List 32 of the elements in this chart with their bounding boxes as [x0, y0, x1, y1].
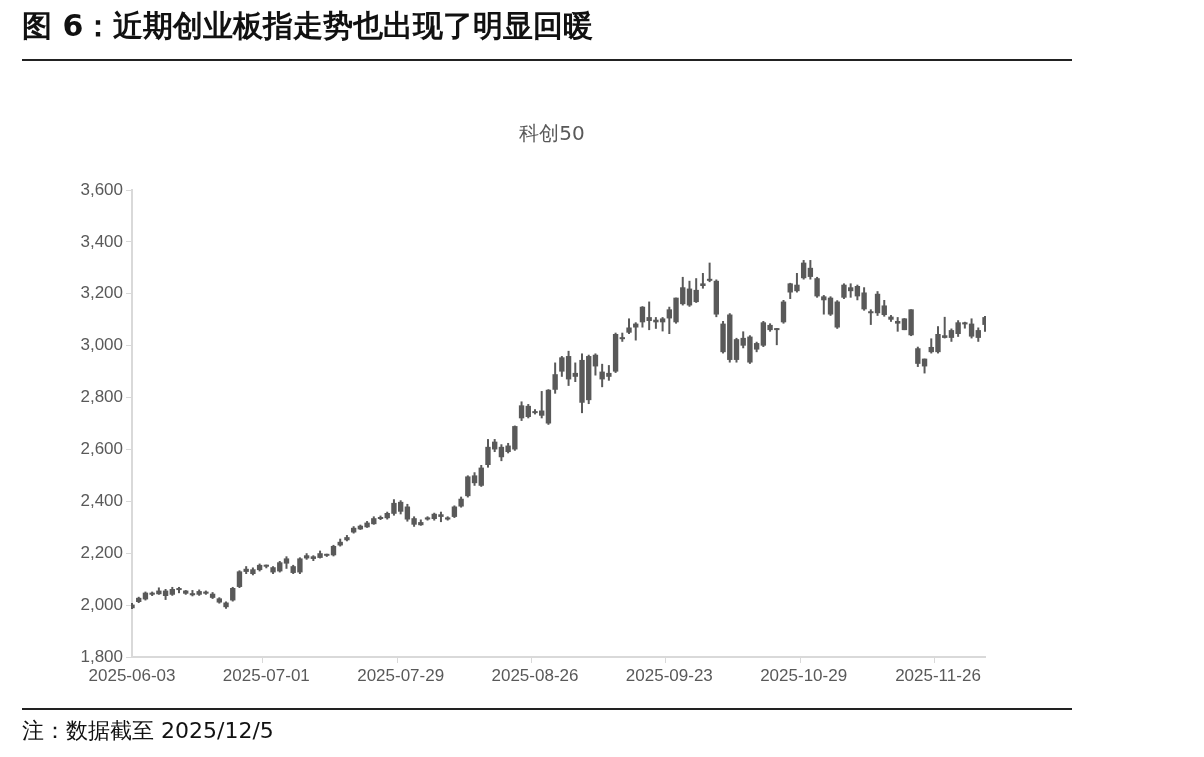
- y-tick-label: 1,800: [80, 646, 123, 666]
- candlestick: [821, 294, 827, 316]
- x-tick-label: 2025-08-26: [491, 665, 579, 685]
- y-tick-label: 2,400: [80, 491, 123, 511]
- x-tick-label: 2025-07-01: [222, 665, 310, 685]
- chart-subtitle: 科创50: [518, 120, 586, 147]
- chart-title: 图 6：近期创业板指走势也出现了明显回暖: [22, 6, 1072, 61]
- candlestick: [478, 464, 484, 488]
- candlestick: [733, 336, 740, 364]
- y-tick-label: 3,600: [80, 179, 123, 199]
- x-tick-label: 2025-09-23: [625, 665, 713, 685]
- x-tick-label: 2025-11-26: [895, 665, 981, 685]
- y-tick-label: 2,800: [80, 387, 123, 407]
- candlestick: [814, 275, 820, 299]
- y-tick-label: 2,200: [80, 542, 123, 562]
- y-tick-label: 3,400: [80, 231, 123, 251]
- candlestick: [807, 259, 814, 281]
- y-tick-label: 3,200: [80, 283, 123, 303]
- y-tick-label: 2,000: [80, 594, 123, 614]
- candlestick: [518, 400, 525, 422]
- x-tick-label: 2025-10-29: [760, 665, 848, 685]
- candlestick: [552, 361, 558, 395]
- candlestick: [693, 277, 699, 304]
- candlestick: [706, 261, 713, 284]
- candlestick: [633, 321, 639, 342]
- candlestick: [827, 295, 834, 317]
- candlestick: [968, 317, 975, 340]
- y-tick-label: 2,600: [80, 439, 123, 459]
- x-tick-label: 2025-06-03: [88, 665, 176, 685]
- text: 注：数据截至 2025/12/5: [22, 708, 1072, 746]
- x-tick-label: 2025-07-29: [357, 665, 445, 685]
- y-tick-label: 3,000: [80, 335, 123, 355]
